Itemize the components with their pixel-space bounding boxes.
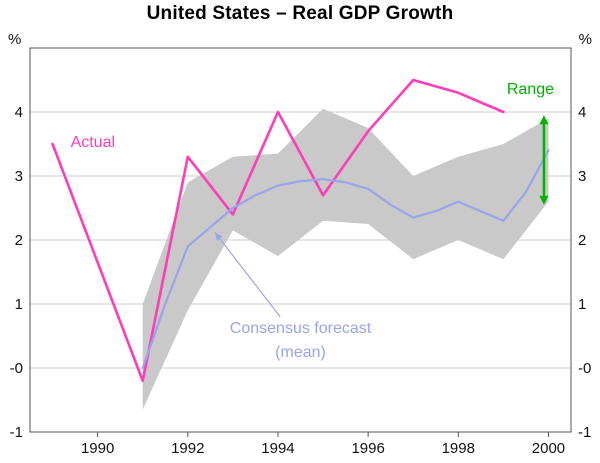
- y-tick-label-right: -1: [578, 424, 591, 441]
- range-arrow-head-bottom: [539, 195, 549, 205]
- y-tick-label-left: 1: [15, 296, 23, 313]
- forecast-range-band: [142, 108, 549, 410]
- chart-title: United States – Real GDP Growth: [146, 3, 454, 24]
- x-tick-label: 1996: [351, 440, 384, 457]
- y-tick-label-right: -0: [578, 360, 591, 377]
- y-tick-label-right: 4: [578, 104, 586, 121]
- y-tick-label-left: 2: [15, 232, 23, 249]
- x-tick-label: 2000: [532, 440, 565, 457]
- x-tick-label: 1998: [442, 440, 475, 457]
- y-axis-unit-right: %: [579, 31, 592, 48]
- consensus-line: [141, 149, 550, 370]
- x-tick-label: 1992: [171, 440, 204, 457]
- y-tick-label-left: 4: [15, 104, 23, 121]
- y-tick-label-right: 2: [578, 232, 586, 249]
- actual-label: Actual: [71, 134, 115, 151]
- y-tick-label-right: 1: [578, 296, 586, 313]
- consensus-label-line1: Consensus forecast: [230, 320, 372, 337]
- y-tick-label-right: 3: [578, 168, 586, 185]
- range-arrow-head-top: [539, 115, 549, 125]
- x-tick-label: 1990: [81, 440, 114, 457]
- y-tick-label-left: -1: [10, 424, 23, 441]
- y-axis-unit-left: %: [8, 31, 21, 48]
- y-tick-label-left: 3: [15, 168, 23, 185]
- range-label: Range: [507, 81, 554, 98]
- x-tick-label: 1994: [261, 440, 294, 457]
- consensus-callout-line: [214, 231, 281, 318]
- consensus-callout-arrowhead: [214, 232, 223, 241]
- y-tick-label-left: -0: [10, 360, 23, 377]
- plot-border: [29, 47, 572, 433]
- actual-line: [51, 78, 505, 383]
- consensus-label-line2: (mean): [275, 344, 326, 361]
